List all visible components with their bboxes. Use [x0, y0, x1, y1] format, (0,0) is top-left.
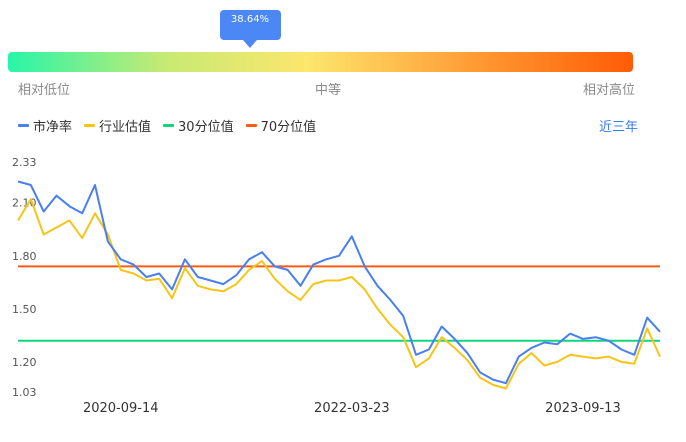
scale-mid-label: 中等 — [315, 83, 342, 98]
legend-item-p70[interactable]: 70分位值 — [245, 116, 317, 135]
percentile-pointer — [242, 40, 257, 48]
legend-item-pb[interactable]: 市净率 — [18, 116, 72, 135]
percentile-gradient-bar — [8, 52, 633, 72]
legend-item-industry[interactable]: 行业估值 — [84, 116, 151, 135]
legend-swatch-p70 — [245, 124, 257, 127]
y-tick-label: 2.33 — [12, 156, 37, 169]
x-tick-label: 2020-09-14 — [83, 401, 159, 416]
scale-high-label: 相对高位 — [583, 83, 636, 98]
range-selector-3y[interactable]: 近三年 — [599, 120, 639, 135]
x-tick-label: 2022-03-23 — [314, 401, 390, 416]
y-tick-label: 1.03 — [12, 386, 37, 399]
legend-item-p30[interactable]: 30分位值 — [163, 116, 234, 135]
y-tick-label: 1.20 — [12, 356, 37, 369]
percentile-value: 38.64% — [230, 14, 270, 25]
x-tick-label: 2023-09-13 — [545, 401, 621, 416]
legend-label-pb: 市净率 — [33, 120, 73, 135]
legend-swatch-p30 — [163, 124, 175, 127]
scale-low-label: 相对低位 — [18, 83, 71, 98]
legend-label-industry: 行业估值 — [99, 120, 152, 135]
legend-label-p30: 30分位值 — [178, 120, 234, 135]
legend-label-p70: 70分位值 — [260, 120, 317, 135]
series-line-industry — [17, 198, 661, 390]
y-tick-label: 1.80 — [12, 250, 37, 263]
y-tick-label: 1.50 — [12, 303, 37, 316]
legend-swatch-industry — [84, 124, 96, 127]
legend-swatch-pb — [18, 124, 29, 127]
series-line-pb — [17, 180, 661, 385]
percentile-tooltip: 38.64% — [219, 10, 281, 40]
chart-legend: 市净率 行业估值 30分位值 70分位值 — [18, 116, 328, 135]
